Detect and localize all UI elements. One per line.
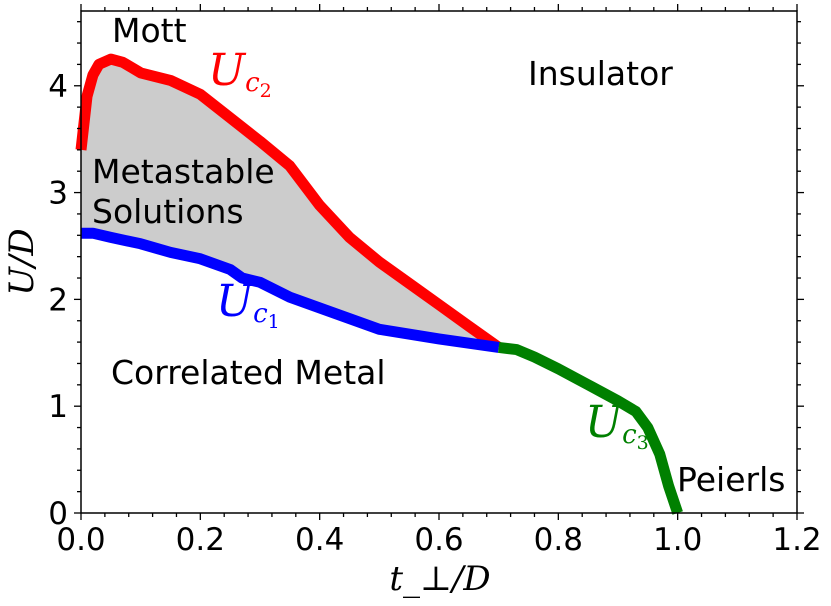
x-axis-label: t_⊥/D [389, 559, 490, 599]
curve-layer [75, 53, 683, 515]
curve-label-uc1: Uc1 [216, 276, 280, 333]
curve-label-uc2: Uc2 [208, 45, 272, 102]
uc2-label-sub: c [245, 68, 260, 98]
y-axis-label: U/D [2, 228, 42, 295]
annotation-correlated-metal: Correlated Metal [111, 353, 386, 392]
y-tick-label: 1 [48, 389, 68, 425]
y-tick-label: 2 [48, 282, 68, 318]
curve-label-uc3: Uc3 [585, 397, 649, 454]
x-tick-label: 0.0 [56, 522, 105, 558]
series-line-u-c3 [498, 341, 683, 515]
uc2-label-subsub: 2 [260, 80, 272, 102]
series-line-u-c2 [75, 53, 502, 352]
uc1-label-sub: c [253, 299, 268, 329]
annotation-mott: Mott [112, 11, 187, 50]
uc3-label-main: U [585, 397, 624, 448]
uc3-label-sub: c [622, 420, 637, 450]
uc3-label-subsub: 3 [637, 432, 649, 454]
uc1-label-subsub: 1 [268, 311, 280, 333]
y-tick-label: 4 [48, 69, 68, 105]
x-tick-label: 0.4 [295, 522, 344, 558]
uc2-label-main: U [208, 45, 247, 96]
tick-layer: 0.0 0.2 0.4 0.6 0.8 1.0 1.2 0 1 2 3 4 [48, 4, 822, 558]
annotation-insulator: Insulator [528, 54, 673, 93]
annotation-metastable: Metastable [92, 152, 275, 191]
series-line-u-c1 [81, 227, 500, 353]
y-tick-label: 3 [48, 176, 68, 212]
annotation-peierls: Peierls [677, 460, 785, 499]
x-tick-label: 1.0 [653, 522, 702, 558]
uc1-label-main: U [216, 276, 255, 327]
y-tick-label: 0 [48, 496, 68, 532]
x-tick-label: 0.2 [176, 522, 225, 558]
x-tick-label: 0.8 [534, 522, 583, 558]
annotation-solutions: Solutions [92, 192, 244, 231]
x-tick-label: 0.6 [414, 522, 463, 558]
x-tick-label: 1.2 [772, 522, 821, 558]
